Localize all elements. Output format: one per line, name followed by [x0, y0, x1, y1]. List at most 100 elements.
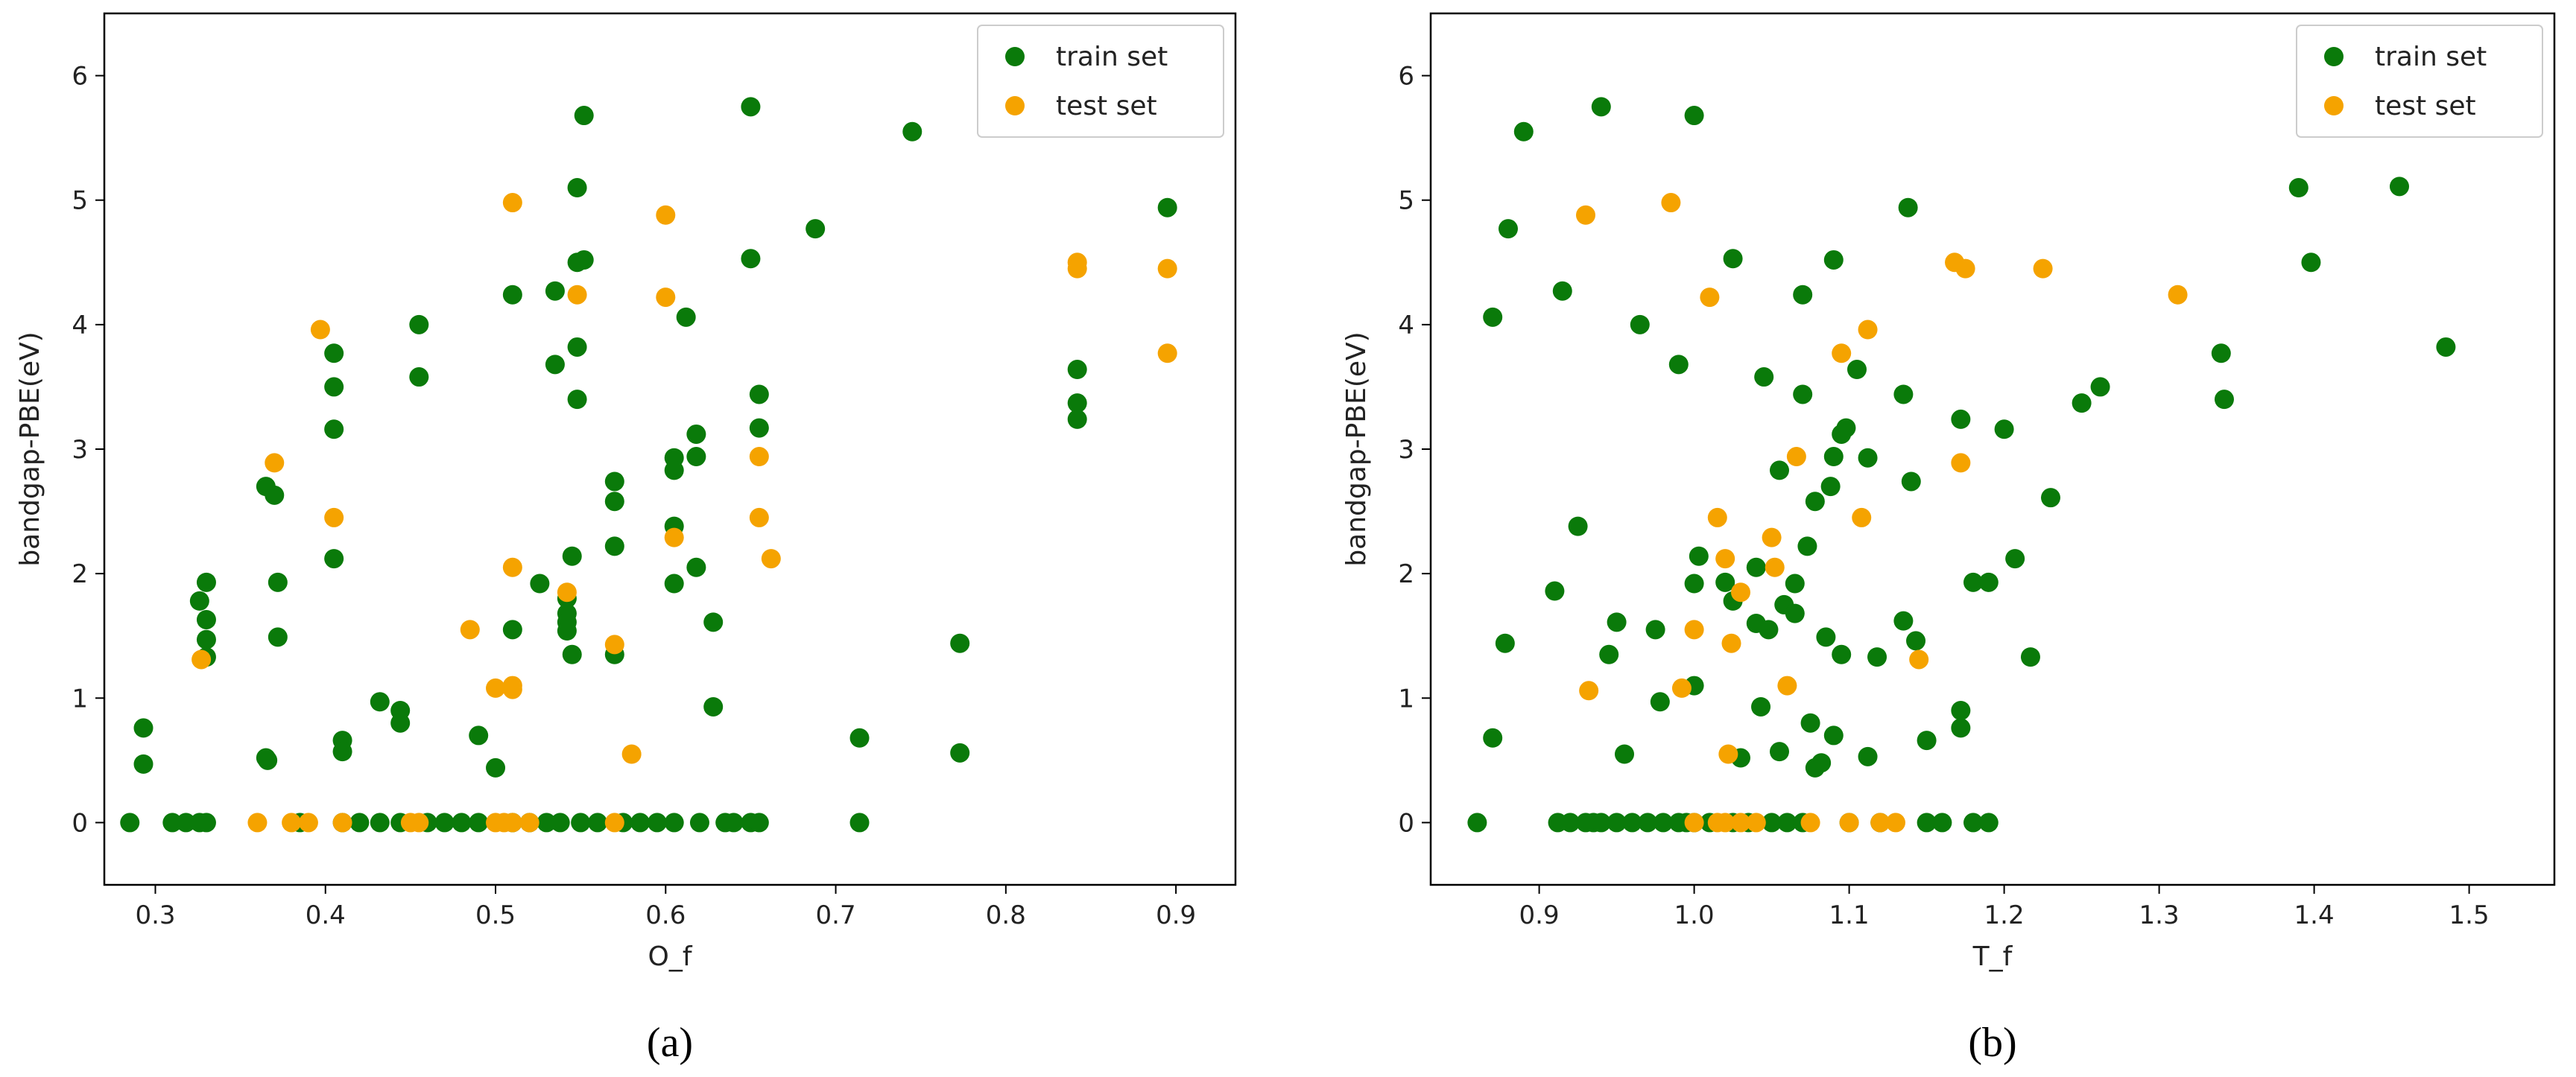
data-point [268, 627, 288, 647]
data-point [1715, 572, 1735, 592]
x-tick-label: 1.5 [2449, 900, 2490, 930]
data-point [196, 629, 216, 649]
data-point [1684, 620, 1704, 640]
data-point [1770, 742, 1789, 762]
x-tick-label: 0.6 [645, 900, 686, 930]
data-point [298, 813, 318, 833]
data-point [1622, 813, 1642, 833]
data-point [604, 492, 624, 512]
x-tick-label: 0.4 [306, 900, 346, 930]
data-point [1746, 813, 1766, 833]
data-point [557, 582, 577, 603]
y-tick-label: 6 [72, 62, 88, 92]
data-point [176, 813, 196, 833]
data-point [1852, 507, 1872, 527]
data-point [1832, 343, 1852, 363]
legend-marker [2324, 47, 2344, 66]
data-point [1754, 367, 1774, 387]
data-point [1579, 681, 1599, 701]
data-point [1721, 633, 1741, 653]
data-point [1820, 477, 1841, 497]
data-point [189, 591, 209, 611]
data-point [1917, 813, 1937, 833]
data-point [324, 377, 344, 397]
data-point [630, 813, 651, 833]
data-point [332, 813, 352, 833]
chart-panel-a: 0.3 0.4 0.5 0.6 0.7 0.8 0.9 0 1 2 3 4 5 6 O_f bandgap-P… [15, 12, 1237, 1066]
data-point [1684, 574, 1704, 594]
data-point [324, 419, 344, 439]
data-point [1762, 813, 1782, 833]
data-point [902, 121, 923, 142]
data-point [664, 813, 684, 833]
data-point [502, 193, 522, 213]
data-point [1700, 287, 1720, 308]
x-tick-label: 0.9 [1156, 900, 1196, 930]
data-point [689, 813, 709, 833]
data-point [1715, 813, 1735, 833]
y-tick-label: 2 [72, 559, 88, 589]
data-point [567, 390, 587, 410]
data-point [1811, 753, 1832, 773]
data-point [686, 424, 706, 444]
data-point [621, 744, 642, 764]
data-point [133, 718, 154, 738]
data-point [196, 572, 216, 592]
data-point [502, 813, 522, 833]
data-point [1645, 620, 1665, 640]
data-point [282, 813, 302, 833]
x-tick-label: 1.2 [1984, 900, 2025, 930]
data-point [2214, 390, 2234, 410]
data-point [310, 320, 330, 340]
data-point [1823, 447, 1844, 467]
legend-marker [1005, 47, 1025, 66]
y-tick-label: 2 [1398, 559, 1414, 589]
data-point [390, 713, 411, 733]
x-axis-label: T_f [1972, 941, 2013, 972]
data-point [1157, 197, 1177, 217]
data-point [1630, 314, 1650, 334]
data-point [656, 205, 676, 225]
data-point [1467, 813, 1487, 833]
data-point [1751, 696, 1771, 717]
data-point [196, 609, 216, 629]
data-point [1599, 644, 1619, 664]
data-point [519, 813, 539, 833]
data-point [324, 507, 344, 527]
data-point [265, 485, 285, 505]
data-point [2041, 488, 2060, 508]
data-point [2033, 258, 2053, 279]
series-train [120, 97, 1177, 833]
data-point [258, 750, 278, 770]
data-point [1671, 678, 1692, 698]
data-point [562, 644, 582, 664]
data-point [1545, 581, 1565, 601]
data-point [1707, 507, 1727, 527]
data-point [664, 574, 684, 594]
data-point [567, 337, 587, 357]
data-point [545, 281, 565, 301]
data-point [1495, 633, 1515, 653]
data-point [502, 285, 522, 305]
x-tick-label: 1.0 [1674, 900, 1715, 930]
data-point [2090, 377, 2110, 397]
data-point [1785, 603, 1805, 623]
data-point [120, 813, 140, 833]
data-point [1800, 813, 1820, 833]
data-point [1836, 418, 1856, 438]
data-point [469, 813, 489, 833]
data-point [1870, 813, 1890, 833]
y-tick-label: 5 [72, 186, 88, 216]
data-point [1513, 121, 1534, 142]
data-point [1689, 546, 1709, 566]
data-point [587, 813, 607, 833]
data-point [2005, 549, 2025, 569]
data-point [1067, 393, 1087, 413]
data-point [409, 813, 429, 833]
data-point [1901, 471, 1921, 492]
data-point [571, 813, 591, 833]
data-point [1759, 620, 1779, 640]
data-point [574, 106, 594, 126]
data-point [1762, 527, 1782, 547]
data-point [265, 453, 285, 473]
